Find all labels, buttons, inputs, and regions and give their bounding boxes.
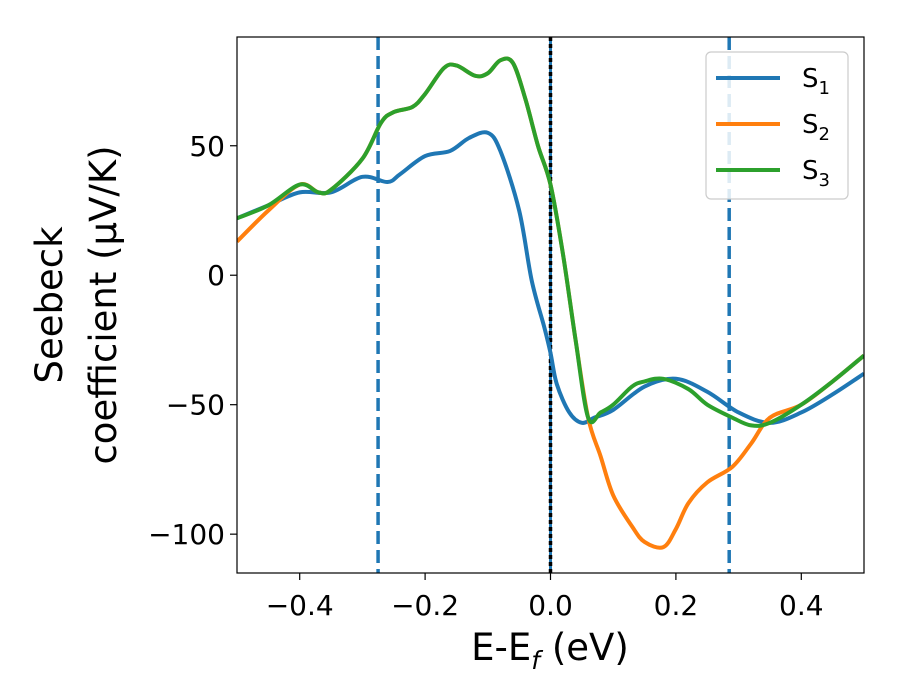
y-tick-label-0: 50 bbox=[189, 130, 225, 163]
y-axis: 50 0 −50 −100 bbox=[148, 130, 237, 551]
y-axis-title-line1: Seebeck bbox=[28, 226, 71, 384]
series-lines bbox=[237, 56, 864, 550]
x-tick-label-4: 0.4 bbox=[779, 589, 824, 622]
x-axis: −0.4 −0.2 0.0 0.2 0.4 bbox=[266, 573, 824, 622]
legend-label-1: S1 bbox=[802, 64, 830, 99]
x-axis-title: E-Ef (eV) bbox=[471, 626, 629, 675]
series-line-3 bbox=[237, 56, 864, 428]
axis-titles: E-Ef (eV) Seebeck coefficient (μV/K) bbox=[28, 145, 629, 675]
x-tick-label-3: 0.2 bbox=[654, 589, 699, 622]
y-tick-label-2: −50 bbox=[166, 389, 225, 422]
x-tick-label-0: −0.4 bbox=[266, 589, 334, 622]
series-line-1 bbox=[237, 130, 864, 425]
y-tick-label-3: −100 bbox=[148, 518, 225, 551]
y-axis-title-line2: coefficient (μV/K) bbox=[82, 145, 125, 464]
reference-lines bbox=[376, 37, 731, 573]
y-tick-label-1: 0 bbox=[207, 259, 225, 292]
x-tick-label-2: 0.0 bbox=[528, 589, 573, 622]
x-tick-label-1: −0.2 bbox=[391, 589, 459, 622]
